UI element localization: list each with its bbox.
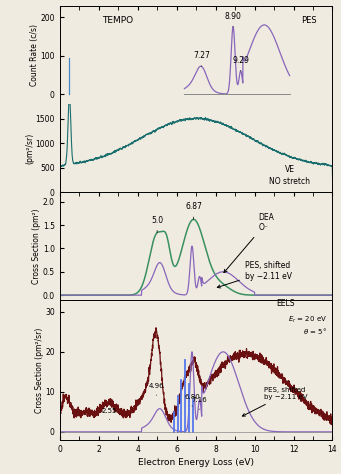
Text: 7.27: 7.27 [193,51,210,66]
Text: PES: PES [301,16,317,25]
Text: DEA
O⁻: DEA O⁻ [224,213,274,273]
Text: $\theta$ = 5°: $\theta$ = 5° [303,326,327,336]
Text: 9.29: 9.29 [232,56,249,71]
Text: 5.0: 5.0 [151,216,163,233]
Text: 6.87: 6.87 [185,202,202,219]
Text: $E_r$ = 20 eV: $E_r$ = 20 eV [287,315,327,325]
Y-axis label: Cross Section (pm²): Cross Section (pm²) [32,209,41,284]
Text: 8.90: 8.90 [225,12,241,27]
Text: TEMPO: TEMPO [103,16,134,25]
X-axis label: Electron Energy Loss (eV): Electron Energy Loss (eV) [138,458,254,467]
Y-axis label: Cross Section (pm²/sr): Cross Section (pm²/sr) [35,327,44,412]
Text: VE: VE [285,165,295,174]
Y-axis label: (pm²/sr): (pm²/sr) [25,132,34,164]
Text: 7.16: 7.16 [191,398,207,410]
Text: PES, shifted
by −2.11 eV: PES, shifted by −2.11 eV [242,387,308,416]
Y-axis label: Count Rate (c/s): Count Rate (c/s) [30,24,39,86]
Text: NO stretch: NO stretch [269,176,310,185]
Text: EELS: EELS [277,299,295,308]
Text: 2.55: 2.55 [102,408,117,419]
Text: 6.80: 6.80 [184,394,200,406]
Text: 4.96: 4.96 [149,383,164,395]
Text: PES, shifted
by −2.11 eV: PES, shifted by −2.11 eV [217,261,292,288]
